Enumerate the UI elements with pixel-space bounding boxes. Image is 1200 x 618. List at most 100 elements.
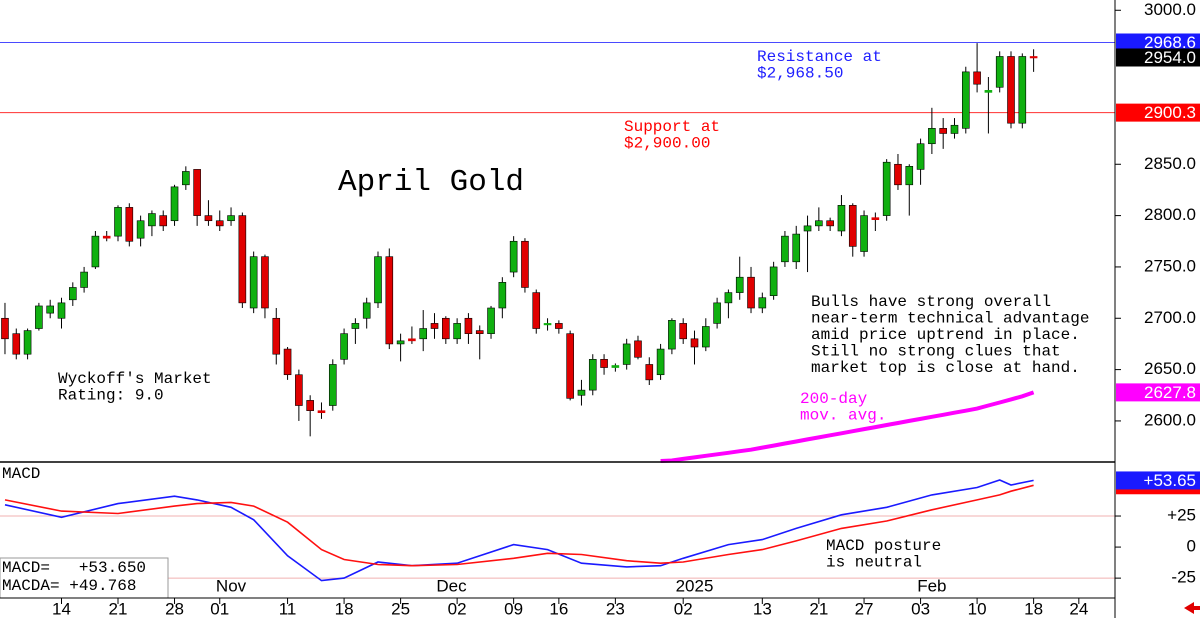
candle-body — [588, 359, 597, 391]
candle-body — [781, 235, 789, 263]
candle-body — [464, 317, 473, 334]
x-tick-label: 09 — [504, 599, 523, 618]
candle-body — [487, 307, 495, 334]
candle-body — [769, 266, 778, 296]
price-tag — [1116, 33, 1200, 52]
x-tick-label: 14 — [52, 599, 71, 618]
candle-body — [317, 410, 326, 414]
price-tag — [1116, 383, 1200, 402]
candle-body — [215, 220, 224, 227]
x-tick-label: 16 — [549, 599, 568, 618]
y-tick-label: -25 — [1171, 568, 1196, 587]
candle-body — [227, 215, 235, 222]
y-tick-label: 2700.0 — [1144, 308, 1196, 327]
candle-body — [23, 330, 32, 355]
x-tick-label: 02 — [448, 599, 467, 618]
candle-body — [272, 317, 281, 355]
annotation: Wyckoff's Market — [58, 370, 212, 388]
annotation: Still no strong clues that — [811, 343, 1061, 361]
y-tick-label: 2800.0 — [1144, 205, 1196, 224]
x-tick-label: 27 — [855, 599, 874, 618]
candle-body — [848, 205, 857, 247]
candle-body — [57, 302, 66, 319]
candle-body — [283, 348, 292, 376]
candle-body — [577, 389, 586, 396]
x-tick-label: 02 — [674, 599, 693, 618]
y-tick-label: +25 — [1167, 506, 1196, 525]
candle-body — [882, 161, 891, 216]
candle-body — [634, 340, 642, 358]
x-tick-label: 28 — [165, 599, 184, 618]
annotation: mov. avg. — [800, 407, 886, 425]
candle-body — [170, 186, 179, 222]
month-label: Nov — [216, 576, 247, 595]
candle-body — [408, 338, 416, 342]
annotation: $2,968.50 — [757, 65, 843, 83]
x-tick-label: 13 — [753, 599, 772, 618]
x-tick-label: 10 — [968, 599, 987, 618]
candle-body — [645, 364, 654, 381]
price-tag — [1116, 471, 1200, 490]
annotation: MACD posture — [826, 537, 941, 555]
candle-body — [961, 71, 970, 129]
x-tick-label: 21 — [809, 599, 828, 618]
price-tag-label: 2627.8 — [1144, 383, 1196, 402]
month-label: Feb — [917, 576, 946, 595]
candle-body — [306, 400, 314, 411]
price-tag-label: 2900.3 — [1144, 103, 1196, 122]
annotation: 200-day — [800, 390, 868, 408]
candle-body — [815, 220, 823, 227]
macd-line — [4, 479, 1034, 582]
candle-body — [35, 305, 43, 329]
candle-body — [1, 317, 9, 340]
readout: MACDA= +49.768 — [2, 577, 136, 595]
annotation: Rating: 9.0 — [58, 387, 164, 405]
candle-body — [826, 220, 834, 227]
candle-body — [679, 323, 687, 340]
candle-body — [939, 128, 947, 134]
candle-body — [521, 240, 529, 288]
candle-body — [803, 225, 812, 232]
candle-body — [328, 364, 337, 406]
candle-body — [238, 215, 247, 304]
candle-body — [905, 166, 914, 186]
candle-body — [12, 333, 21, 355]
candle-body — [656, 348, 665, 376]
candle-body — [91, 235, 100, 268]
price-tag — [1116, 48, 1200, 67]
candle-body — [995, 56, 1004, 88]
candle-body — [362, 302, 371, 319]
candle-body — [295, 374, 303, 406]
annotation: $2,900.00 — [624, 135, 710, 153]
annotation: Bulls have strong overall — [811, 293, 1051, 311]
x-tick-label: 25 — [391, 599, 410, 618]
candle-body — [894, 163, 902, 186]
candle-body — [690, 338, 699, 348]
x-tick-label: 03 — [911, 599, 930, 618]
x-tick-label: 24 — [1069, 599, 1088, 618]
candle-body — [125, 207, 134, 242]
candle-body — [498, 282, 507, 309]
y-tick-label: 2750.0 — [1144, 256, 1196, 275]
candle-body — [396, 340, 405, 345]
candle-body — [102, 235, 111, 239]
candle-body — [1029, 56, 1038, 59]
annotation: is neutral — [826, 554, 922, 572]
candle-body — [747, 276, 755, 309]
price-tag-label: 2954.0 — [1144, 48, 1196, 67]
annotation: Resistance at — [757, 48, 882, 66]
month-label: 2025 — [676, 576, 714, 595]
candle-body — [204, 215, 213, 222]
candle-body — [735, 276, 744, 293]
candle-body — [148, 213, 156, 227]
candle-body — [453, 323, 461, 340]
month-label: Dec — [436, 576, 467, 595]
candle-body — [351, 323, 360, 329]
annotation: amid price uptrend in place. — [811, 326, 1080, 344]
candle-body — [600, 359, 608, 368]
candle-body — [543, 323, 552, 326]
candle-body — [80, 271, 88, 288]
x-tick-label: 18 — [1024, 599, 1043, 618]
candle-body — [68, 287, 77, 301]
